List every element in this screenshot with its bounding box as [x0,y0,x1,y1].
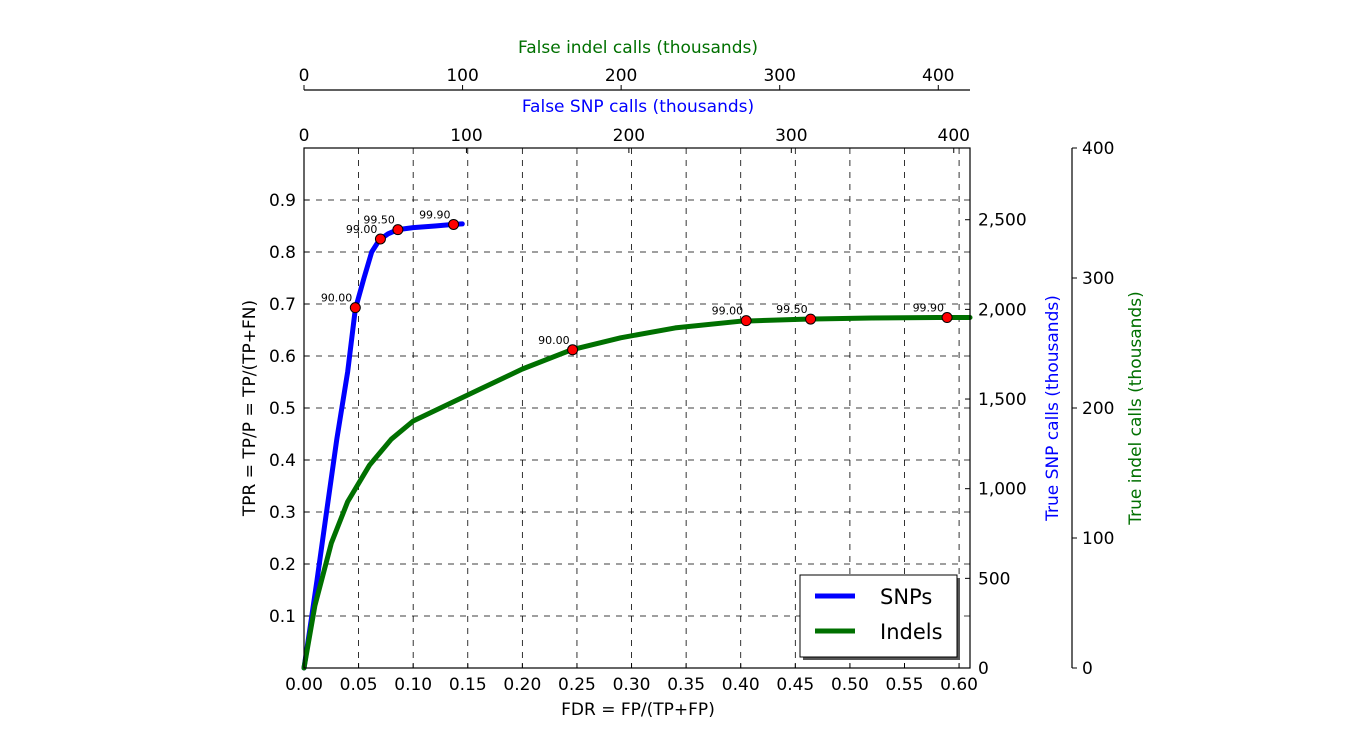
top-indel-tick-label: 100 [446,66,478,86]
right-snp-tick-label: 2,000 [978,300,1027,320]
data-point [349,302,361,314]
axes-layer: 0.00 0.05 0.10 0.15 0.20 0.25 0.30 0.35 0.40 0.45… [269,66,1115,695]
right-snp-tick-label: 0 [978,659,989,679]
data-point [567,344,579,356]
data-label: 99.50 [363,214,395,227]
right-indel-tick-label: 100 [1082,529,1114,549]
series-line-indels [301,315,973,671]
right-indel-tick-label: 200 [1082,399,1114,419]
x-tick-label: 0.10 [394,675,432,695]
y-tick-label: 0.9 [269,191,296,211]
x-tick-label: 0.50 [831,675,869,695]
series-line-snps [301,221,465,671]
data-point [740,315,752,327]
right-snp-tick-label: 500 [978,569,1010,589]
grid-lines [304,148,970,668]
top-axis-snp-label: False SNP calls (thousands) [522,97,754,117]
legend-label-snps: SNPs [880,585,932,609]
right-snp-tick-label: 2,500 [978,211,1027,231]
data-point [392,224,404,236]
data-label: 90.00 [321,292,353,305]
y-tick-label: 0.8 [269,243,296,263]
top-snp-tick-label: 0 [299,126,310,146]
legend-box [799,574,958,658]
legend-label-indels: Indels [880,620,943,644]
data-label: 90.00 [538,334,570,347]
data-point [448,218,460,230]
data-label: 99.00 [346,223,378,236]
top-indel-tick-label: 300 [763,66,795,86]
data-label: 99.90 [913,302,945,315]
right-snp-tick-label: 1,500 [978,390,1027,410]
y-axis-label: TPR = TP/P = TP/(TP+FN) [240,300,260,517]
x-axis-label: FDR = FP/(TP+FP) [561,700,715,720]
top-indel-tick-label: 400 [922,66,954,86]
x-tick-label: 0.40 [722,675,760,695]
y-tick-label: 0.1 [269,607,296,627]
y-tick-label: 0.2 [269,555,296,575]
x-tick-label: 0.35 [667,675,705,695]
right-axis-snp-label: True SNP calls (thousands) [1043,295,1063,522]
data-label: 99.90 [419,208,451,221]
data-label: 99.00 [712,305,744,318]
x-tick-label: 0.55 [886,675,924,695]
x-tick-label: 0.60 [940,675,978,695]
x-tick-label: 0.00 [285,675,323,695]
data-point [805,313,817,325]
x-tick-label: 0.05 [340,675,378,695]
top-indel-tick-label: 0 [299,66,310,86]
plot-frame [303,147,971,669]
x-tick-label: 0.45 [776,675,814,695]
y-tick-label: 0.7 [269,295,296,315]
x-tick-label: 0.20 [503,675,541,695]
x-tick-label: 0.25 [558,675,596,695]
right-indel-tick-label: 0 [1082,659,1093,679]
right-indel-tick-label: 400 [1082,139,1114,159]
top-snp-tick-label: 400 [938,126,970,146]
y-tick-label: 0.5 [269,399,296,419]
legend: SNPs Indels [799,574,960,660]
top-snp-tick-label: 300 [775,126,807,146]
top-snp-tick-label: 200 [613,126,645,146]
top-snp-tick-label: 100 [450,126,482,146]
x-tick-label: 0.30 [613,675,651,695]
data-label: 99.50 [776,303,808,316]
x-tick-label: 0.15 [449,675,487,695]
data-point [374,233,386,245]
y-tick-label: 0.3 [269,503,296,523]
right-indel-tick-label: 300 [1082,269,1114,289]
y-tick-label: 0.4 [269,451,296,471]
top-axis-indel-label: False indel calls (thousands) [518,38,758,58]
right-snp-tick-label: 1,000 [978,480,1027,500]
right-axis-indel-label: True indel calls (thousands) [1126,291,1146,525]
data-point [941,312,953,324]
top-indel-tick-label: 200 [605,66,637,86]
y-tick-label: 0.6 [269,347,296,367]
